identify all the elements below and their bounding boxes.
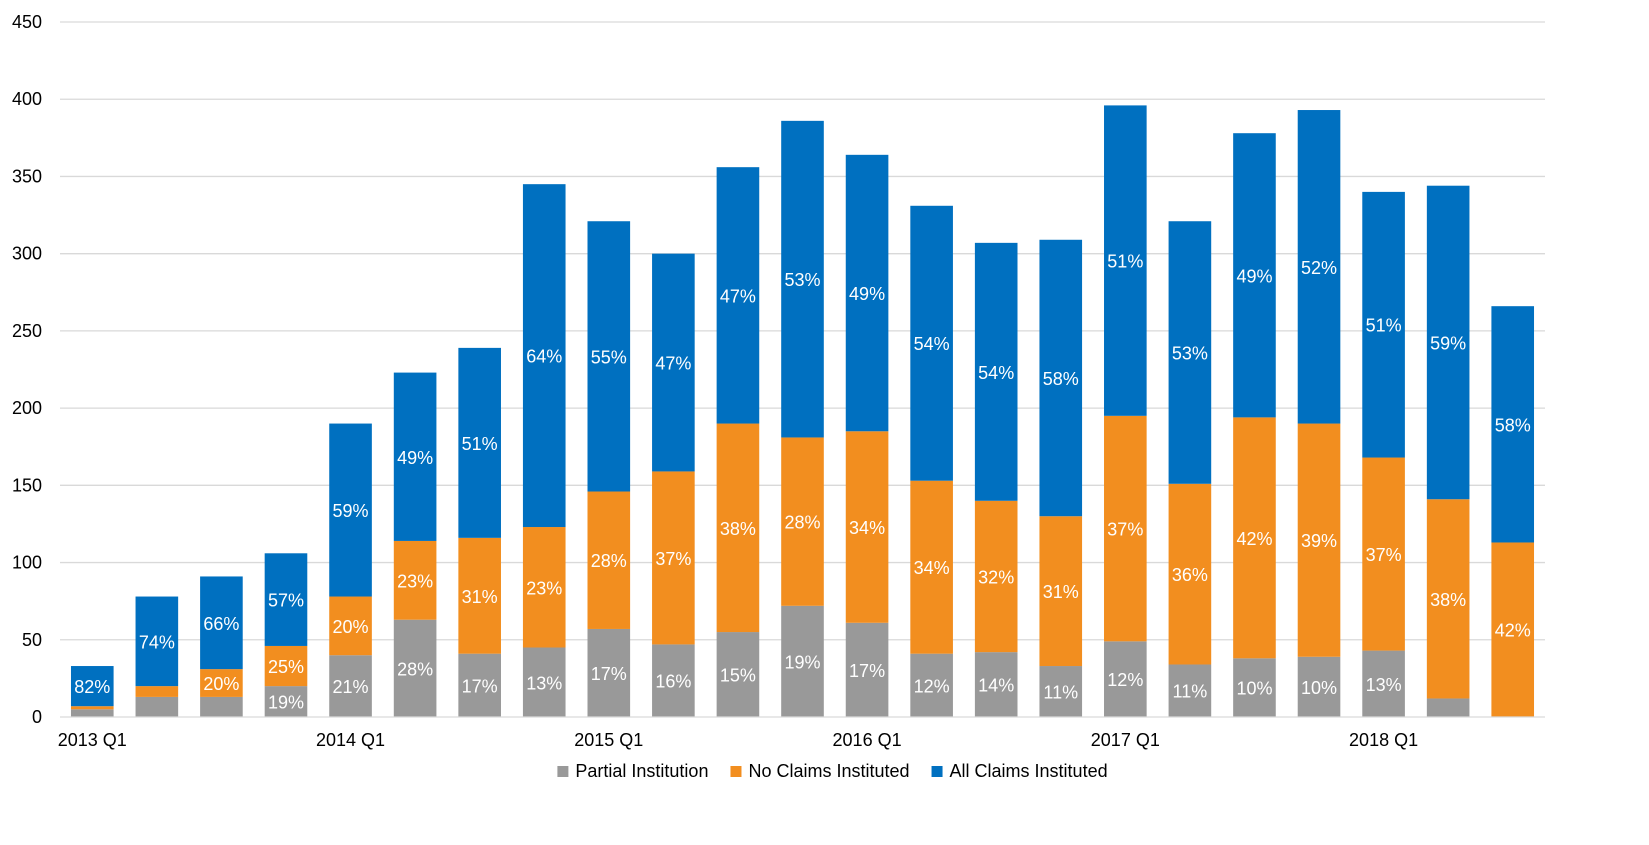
legend: Partial Institution No Claims Instituted A… — [557, 761, 1107, 781]
data-label: 20% — [333, 617, 369, 637]
data-label: 42% — [1495, 621, 1531, 641]
data-label: 58% — [1495, 415, 1531, 435]
data-label: 17% — [849, 661, 885, 681]
data-label: 12% — [914, 676, 950, 696]
data-label: 32% — [978, 567, 1014, 587]
x-tick-label: 2016 Q1 — [833, 730, 902, 750]
y-tick-label: 150 — [12, 475, 42, 495]
legend-label: No Claims Instituted — [748, 761, 909, 781]
data-label: 38% — [720, 519, 756, 539]
data-label: 47% — [655, 354, 691, 374]
x-tick-label: 2013 Q1 — [58, 730, 127, 750]
chart-container: 82% 74% 20% 66% 19% 25% 57% 21% 20% 59% 28% 23% 49% 1… — [0, 0, 1649, 845]
data-label: 51% — [462, 434, 498, 454]
bar-segment-no-claims-instituted — [136, 686, 179, 697]
data-label: 20% — [203, 674, 239, 694]
data-label: 52% — [1301, 258, 1337, 278]
data-label: 51% — [1366, 316, 1402, 336]
data-label: 39% — [1301, 531, 1337, 551]
legend-swatch — [932, 766, 943, 777]
data-label: 13% — [526, 673, 562, 693]
data-label: 59% — [1430, 333, 1466, 353]
y-tick-label: 100 — [12, 553, 42, 573]
data-label: 49% — [849, 284, 885, 304]
legend-label: All Claims Instituted — [950, 761, 1108, 781]
data-label: 54% — [978, 363, 1014, 383]
data-label: 74% — [139, 632, 175, 652]
data-label: 12% — [1107, 670, 1143, 690]
data-label: 16% — [655, 672, 691, 692]
x-tick-label: 2018 Q1 — [1349, 730, 1418, 750]
data-label: 66% — [203, 614, 239, 634]
data-label: 54% — [914, 334, 950, 354]
data-label: 37% — [1366, 545, 1402, 565]
data-label: 53% — [784, 270, 820, 290]
legend-swatch — [730, 766, 741, 777]
data-label: 34% — [849, 518, 885, 538]
bars — [71, 105, 1534, 717]
data-label: 42% — [1236, 529, 1272, 549]
data-label: 34% — [914, 558, 950, 578]
x-tick-label: 2015 Q1 — [574, 730, 643, 750]
bar-segment-partial-institution — [71, 709, 114, 717]
data-label: 28% — [397, 659, 433, 679]
data-label: 19% — [268, 693, 304, 713]
data-label: 36% — [1172, 565, 1208, 585]
data-label: 10% — [1236, 679, 1272, 699]
data-label: 58% — [1043, 369, 1079, 389]
bar-segment-partial-institution — [200, 697, 243, 717]
x-tick-label: 2014 Q1 — [316, 730, 385, 750]
data-label: 31% — [462, 587, 498, 607]
y-tick-label: 250 — [12, 321, 42, 341]
data-label: 23% — [526, 578, 562, 598]
data-label: 51% — [1107, 252, 1143, 272]
data-label: 64% — [526, 347, 562, 367]
data-label: 37% — [1107, 520, 1143, 540]
data-label: 13% — [1366, 675, 1402, 695]
data-label: 25% — [268, 657, 304, 677]
data-label: 19% — [784, 652, 820, 672]
legend-label: Partial Institution — [575, 761, 708, 781]
data-label: 15% — [720, 666, 756, 686]
data-label: 23% — [397, 571, 433, 591]
y-tick-label: 350 — [12, 166, 42, 186]
data-label: 28% — [591, 551, 627, 571]
data-label: 21% — [333, 677, 369, 697]
data-label: 49% — [397, 448, 433, 468]
data-label: 14% — [978, 676, 1014, 696]
data-label: 82% — [74, 677, 110, 697]
data-label: 53% — [1172, 344, 1208, 364]
y-tick-label: 50 — [22, 630, 42, 650]
legend-swatch — [557, 766, 568, 777]
data-label: 31% — [1043, 582, 1079, 602]
x-tick-label: 2017 Q1 — [1091, 730, 1160, 750]
bar-segment-partial-institution — [136, 697, 179, 717]
y-tick-label: 450 — [12, 12, 42, 32]
data-label: 10% — [1301, 678, 1337, 698]
y-tick-label: 400 — [12, 89, 42, 109]
y-tick-label: 0 — [32, 707, 42, 727]
data-label: 49% — [1236, 266, 1272, 286]
data-label: 59% — [333, 501, 369, 521]
y-tick-label: 300 — [12, 244, 42, 264]
data-label: 38% — [1430, 590, 1466, 610]
data-label: 28% — [784, 513, 820, 533]
data-label: 11% — [1173, 682, 1208, 702]
data-label: 57% — [268, 591, 304, 611]
data-label: 17% — [591, 664, 627, 684]
y-tick-label: 200 — [12, 398, 42, 418]
bar-segment-no-claims-instituted — [71, 706, 114, 709]
data-label: 17% — [462, 676, 498, 696]
data-label: 11% — [1043, 683, 1078, 703]
data-label: 37% — [655, 549, 691, 569]
bar-segment-partial-institution — [1427, 698, 1470, 717]
stacked-bar-chart: 82% 74% 20% 66% 19% 25% 57% 21% 20% 59% 28% 23% 49% 1… — [0, 0, 1649, 845]
data-label: 47% — [720, 286, 756, 306]
data-label: 55% — [591, 347, 627, 367]
